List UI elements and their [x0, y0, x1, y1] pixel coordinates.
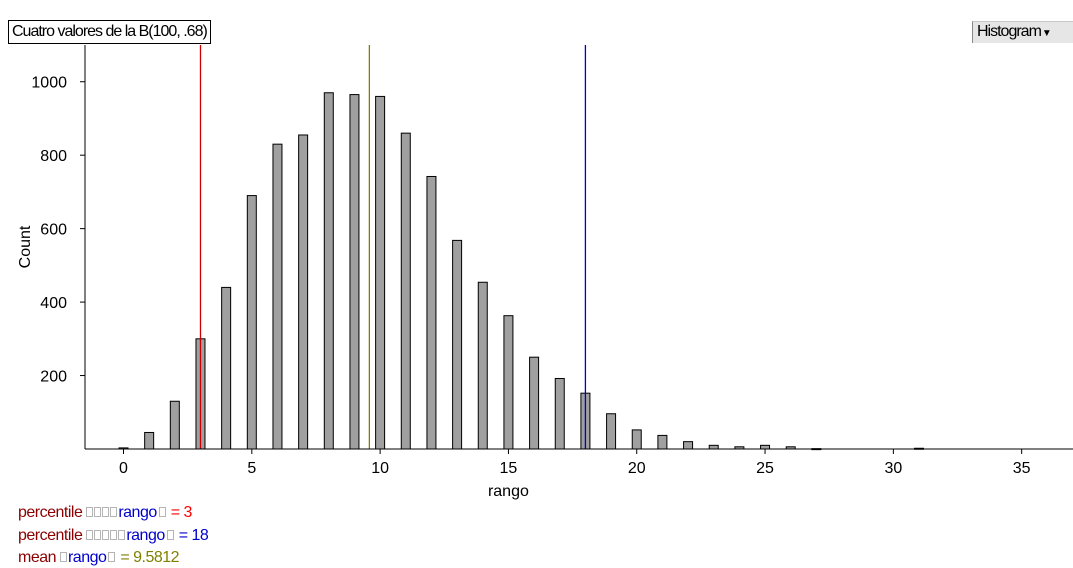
- missing-glyph-box: [110, 530, 118, 540]
- legend-row: percentile rango = 3: [18, 503, 192, 522]
- reference-lines-group: [199, 45, 587, 449]
- histogram-bar: [554, 377, 565, 450]
- view-selector-dropdown[interactable]: Histogram▼: [972, 21, 1073, 43]
- x-tick-label: 20: [628, 460, 646, 477]
- missing-glyph-box: [158, 507, 166, 517]
- histogram-bar: [349, 94, 360, 450]
- histogram-bar: [503, 315, 514, 450]
- legend-value: = 3: [166, 504, 193, 521]
- histogram-bar: [708, 444, 719, 450]
- legend-value: = 18: [174, 527, 209, 544]
- missing-glyph-box: [59, 552, 67, 562]
- x-tick-label: 25: [756, 460, 774, 477]
- y-tick-label: 1000: [31, 75, 67, 92]
- histogram-bar: [477, 281, 488, 450]
- histogram-bar: [169, 400, 180, 450]
- x-tick-label: 10: [371, 460, 389, 477]
- view-selector-label: Histogram: [977, 23, 1042, 40]
- x-tick-label: 35: [1013, 460, 1031, 477]
- histogram-bar: [246, 195, 257, 450]
- missing-glyph-box: [110, 507, 118, 517]
- legend-measure: rango: [126, 527, 165, 544]
- y-axis-label: Count: [17, 225, 34, 268]
- x-tick-label: 30: [884, 460, 902, 477]
- histogram-bar: [631, 429, 642, 450]
- histogram-bar: [298, 134, 309, 450]
- histogram-bar: [606, 413, 617, 450]
- x-axis-label: rango: [488, 483, 529, 500]
- legend-value: = 9.5812: [116, 549, 180, 566]
- y-tick-label: 400: [40, 295, 67, 312]
- missing-glyph-box: [86, 530, 94, 540]
- chart-title[interactable]: Cuatro valores de la B(100, .68): [8, 20, 211, 44]
- x-tick-label: 0: [119, 460, 128, 477]
- legend-label: mean: [18, 549, 60, 566]
- y-tick-label: 600: [40, 222, 67, 239]
- missing-glyph-box: [86, 507, 94, 517]
- legend-measure: rango: [67, 549, 107, 566]
- triangle-down-icon: ▼: [1041, 28, 1052, 39]
- y-tick-label: 800: [40, 148, 67, 165]
- missing-glyph-box: [166, 530, 174, 540]
- histogram-bar: [760, 444, 771, 450]
- histogram-bar: [452, 239, 463, 450]
- histogram-bar: [529, 356, 540, 450]
- missing-glyph-box: [102, 507, 110, 517]
- legend-row: mean rango = 9.5812: [18, 548, 180, 567]
- histogram-bar: [221, 286, 232, 450]
- histogram-bar: [272, 143, 283, 450]
- missing-glyph-box: [118, 530, 126, 540]
- histogram-bar: [426, 175, 437, 450]
- missing-glyph-box: [94, 507, 102, 517]
- y-tick-label: 200: [40, 369, 67, 386]
- missing-glyph-box: [102, 530, 110, 540]
- legend-measure: rango: [118, 504, 157, 521]
- bars-group: [118, 92, 925, 451]
- histogram-bar: [683, 441, 694, 450]
- legend-label: percentile: [18, 504, 87, 521]
- x-tick-label: 15: [500, 460, 518, 477]
- missing-glyph-box: [94, 530, 102, 540]
- missing-glyph-box: [108, 552, 116, 562]
- histogram-bar: [323, 92, 334, 450]
- axes-group: 0 5 10 15 20 25 30 35 200 400 600 800 1000 rango Count: [17, 45, 1073, 500]
- legend-row: percentile rango = 18: [18, 526, 209, 545]
- histogram-bar: [144, 431, 155, 450]
- x-tick-label: 5: [247, 460, 256, 477]
- legend-label: percentile: [18, 527, 87, 544]
- histogram-bar: [375, 95, 386, 450]
- histogram-bar: [657, 434, 668, 450]
- histogram-bar: [400, 132, 411, 450]
